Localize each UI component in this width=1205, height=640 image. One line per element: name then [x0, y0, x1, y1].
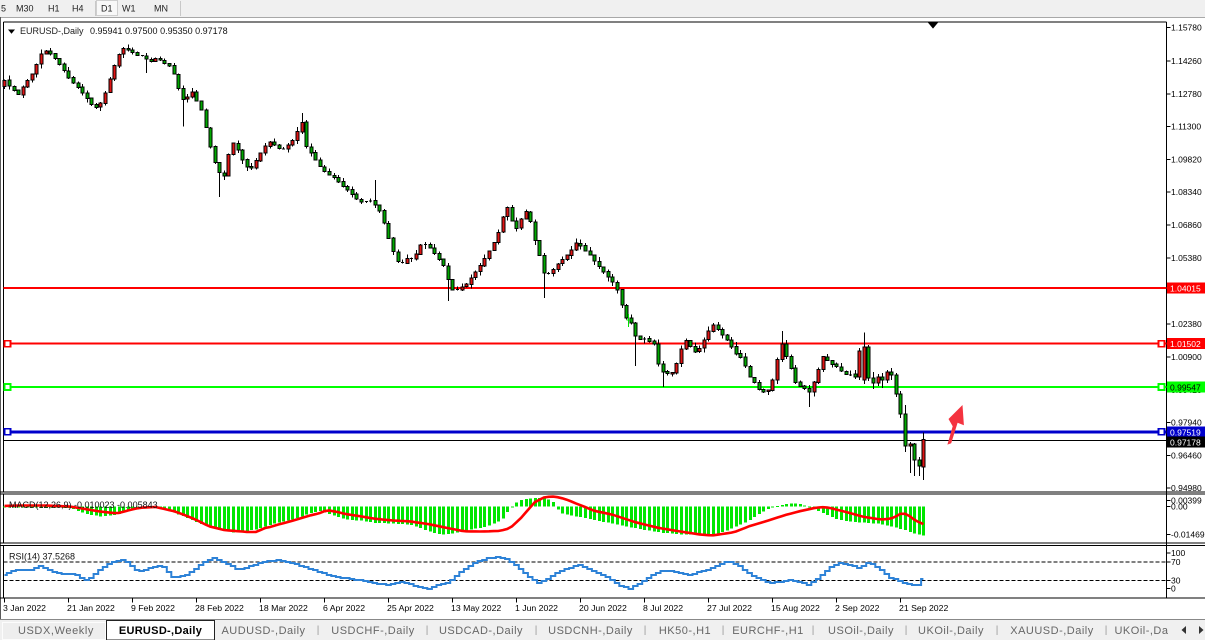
svg-text:M30: M30: [16, 4, 34, 14]
svg-text:0.95941 0.97500 0.95350 0.9717: 0.95941 0.97500 0.95350 0.97178: [90, 26, 228, 36]
svg-text:MN: MN: [154, 4, 168, 14]
svg-text:70: 70: [1171, 557, 1181, 567]
svg-text:3 Jan 2022: 3 Jan 2022: [3, 603, 46, 613]
svg-text:H4: H4: [72, 4, 84, 14]
svg-text:100: 100: [1171, 548, 1185, 558]
svg-text:|: |: [426, 625, 429, 636]
svg-text:1.09820: 1.09820: [1171, 155, 1202, 165]
svg-text:1.14260: 1.14260: [1171, 56, 1202, 66]
svg-text:MACD(12,26,9) -0.010023 -0.005: MACD(12,26,9) -0.010023 -0.005843: [9, 500, 158, 510]
svg-text:1.15780: 1.15780: [1171, 23, 1202, 33]
svg-text:27 Jul 2022: 27 Jul 2022: [707, 603, 752, 613]
svg-text:1.11300: 1.11300: [1171, 122, 1201, 132]
svg-text:0.00: 0.00: [1171, 502, 1188, 512]
svg-text:1.01502: 1.01502: [1170, 339, 1201, 349]
svg-text:|: |: [996, 625, 999, 636]
svg-text:1.08340: 1.08340: [1171, 187, 1202, 197]
svg-text:-0.01469: -0.01469: [1171, 530, 1205, 540]
svg-text:21 Sep 2022: 21 Sep 2022: [899, 603, 948, 613]
svg-text:28 Feb 2022: 28 Feb 2022: [195, 603, 244, 613]
svg-text:25 Apr 2022: 25 Apr 2022: [387, 603, 434, 613]
svg-text:EURUSD-,Daily: EURUSD-,Daily: [119, 625, 203, 637]
svg-text:EURUSD-,Daily: EURUSD-,Daily: [20, 26, 84, 36]
svg-text:W1: W1: [122, 4, 136, 14]
svg-text:9 Feb 2022: 9 Feb 2022: [131, 603, 175, 613]
svg-text:15 Aug 2022: 15 Aug 2022: [771, 603, 820, 613]
svg-text:0.00399: 0.00399: [1171, 496, 1202, 506]
svg-text:USDX,Weekly: USDX,Weekly: [18, 625, 94, 637]
svg-text:UKOil-,Da: UKOil-,Da: [1114, 625, 1168, 637]
svg-text:1.04015: 1.04015: [1170, 284, 1201, 294]
svg-text:AUDUSD-,Daily: AUDUSD-,Daily: [221, 625, 305, 637]
svg-text:0.97178: 0.97178: [1170, 437, 1201, 447]
svg-text:0.97940: 0.97940: [1171, 418, 1202, 428]
svg-text:|: |: [812, 625, 815, 636]
svg-text:EURCHF-,H1: EURCHF-,H1: [732, 625, 804, 637]
svg-text:|: |: [722, 625, 725, 636]
svg-text:20 Jun 2022: 20 Jun 2022: [579, 603, 627, 613]
svg-text:6 Apr 2022: 6 Apr 2022: [323, 603, 365, 613]
svg-text:1.12780: 1.12780: [1171, 89, 1202, 99]
svg-text:1 Jun 2022: 1 Jun 2022: [515, 603, 558, 613]
svg-text:|: |: [535, 625, 538, 636]
svg-text:USDCNH-,Daily: USDCNH-,Daily: [548, 625, 633, 637]
svg-text:1.00900: 1.00900: [1171, 352, 1202, 362]
svg-text:0.96460: 0.96460: [1171, 450, 1202, 460]
svg-text:18 Mar 2022: 18 Mar 2022: [259, 603, 308, 613]
svg-text:USDCAD-,Daily: USDCAD-,Daily: [439, 625, 523, 637]
svg-text:XAUUSD-,Daily: XAUUSD-,Daily: [1010, 625, 1094, 637]
svg-text:5: 5: [1, 4, 6, 14]
svg-text:HK50-,H1: HK50-,H1: [659, 625, 711, 637]
svg-text:0: 0: [1171, 584, 1176, 594]
svg-text:8 Jul 2022: 8 Jul 2022: [643, 603, 683, 613]
svg-text:USOil-,Daily: USOil-,Daily: [828, 625, 894, 637]
svg-text:|: |: [905, 625, 908, 636]
svg-text:13 May 2022: 13 May 2022: [451, 603, 501, 613]
svg-text:2 Sep 2022: 2 Sep 2022: [835, 603, 880, 613]
svg-text:21 Jan 2022: 21 Jan 2022: [67, 603, 115, 613]
svg-text:UKOil-,Daily: UKOil-,Daily: [918, 625, 984, 637]
svg-text:H1: H1: [48, 4, 60, 14]
svg-text:0.97519: 0.97519: [1170, 427, 1201, 437]
svg-text:|: |: [644, 625, 647, 636]
svg-text:1.02380: 1.02380: [1171, 319, 1202, 329]
svg-text:1.05380: 1.05380: [1171, 253, 1202, 263]
svg-text:|: |: [317, 625, 320, 636]
svg-text:D1: D1: [101, 4, 113, 14]
svg-text:0.94980: 0.94980: [1171, 483, 1202, 493]
svg-text:1.06860: 1.06860: [1171, 220, 1202, 230]
svg-text:|: |: [1105, 625, 1108, 636]
svg-text:0.99547: 0.99547: [1170, 383, 1201, 393]
svg-text:30: 30: [1171, 576, 1181, 586]
svg-text:RSI(14) 37.5268: RSI(14) 37.5268: [9, 552, 75, 562]
svg-text:USDCHF-,Daily: USDCHF-,Daily: [331, 625, 415, 637]
